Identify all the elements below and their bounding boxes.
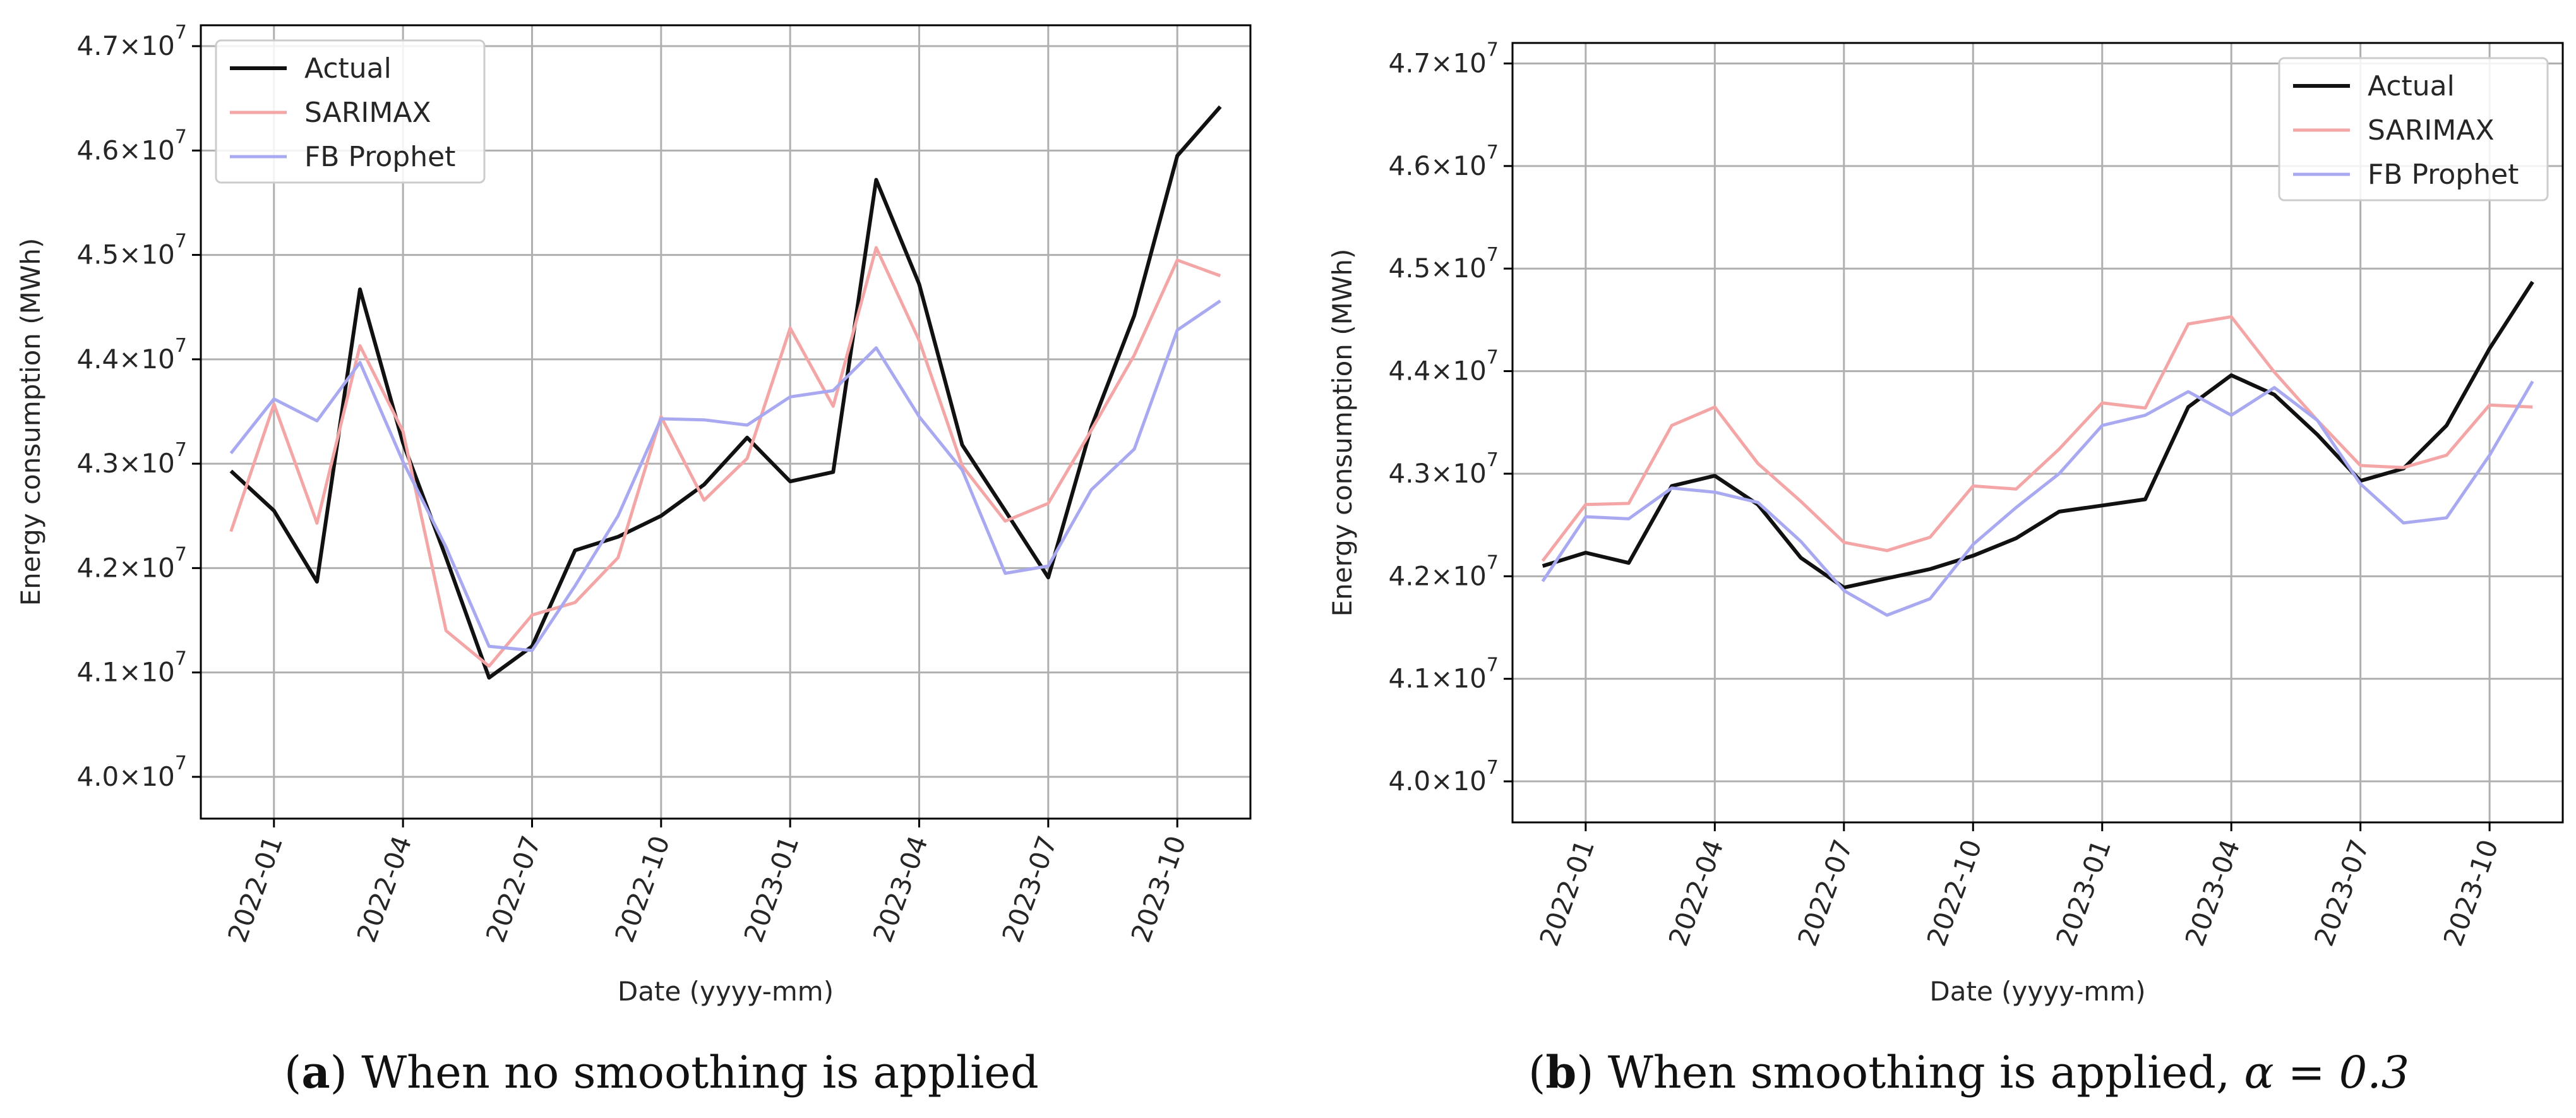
y-tick-label-exponent: 7 [1487,141,1499,164]
y-tick-label-exponent: 7 [175,439,187,461]
legend-label: SARIMAX [2368,114,2495,147]
series-line-actual [1542,280,2534,590]
y-tick-label-mantissa: 4.0×10 [76,761,174,792]
y-tick-label-exponent: 7 [1487,347,1499,369]
x-axis-title: Date (yyyy-mm) [618,976,834,1007]
y-tick-label-mantissa: 4.0×10 [1388,766,1486,796]
x-tick-label: 2022-04 [1663,836,1730,951]
legend-label: Actual [304,52,392,85]
y-tick-label-exponent: 7 [175,231,187,253]
y-tick-label-exponent: 7 [175,126,187,148]
caption-a-text: ) When no smoothing is applied [330,1047,1039,1098]
legend-label: SARIMAX [304,97,431,129]
caption-b-math: α = 0.3 [2244,1047,2409,1098]
y-tick-label-mantissa: 4.2×10 [76,552,174,583]
y-tick-label-mantissa: 4.4×10 [76,344,174,375]
y-tick-label: 4.6×107 [1388,141,1499,181]
caption-b-letter: b [1545,1046,1576,1098]
x-tick-label: 2022-07 [480,832,547,947]
legend: Actual SARIMAX FB Prophet [215,39,486,184]
y-tick-label-exponent: 7 [175,648,187,670]
x-tick-label: 2023-01 [738,832,805,947]
y-axis-title: Energy consumption (MWh) [1327,249,1358,617]
plot-frame [200,24,1252,820]
legend: Actual SARIMAX FB Prophet [2278,57,2549,201]
y-tick-label-exponent: 7 [1487,757,1499,779]
y-tick-label: 4.2×107 [76,543,187,583]
caption-a: (a) When no smoothing is applied [284,1046,1039,1098]
y-tick-label: 4.1×107 [1388,654,1499,694]
y-tick-label: 4.1×107 [76,648,187,688]
caption-b-text: ) When smoothing is applied, [1576,1047,2244,1098]
x-tick-label: 2023-04 [867,832,934,947]
y-tick-label-mantissa: 4.4×10 [1388,356,1486,387]
y-tick-label: 4.3×107 [1388,449,1499,489]
x-tick-label: 2022-04 [350,832,417,947]
y-tick-label-mantissa: 4.3×10 [1388,458,1486,489]
y-axis-title: Energy consumption (MWh) [15,238,46,606]
x-tick-label: 2022-01 [1533,836,1600,951]
y-tick-label: 4.4×107 [76,335,187,375]
legend-box [215,39,486,184]
x-tick-label: 2022-10 [1921,836,1988,951]
y-tick-label-exponent: 7 [175,543,187,565]
caption-b: (b) When smoothing is applied, α = 0.3 [1528,1046,2409,1098]
y-tick-label: 4.2×107 [1388,551,1499,591]
y-tick-label: 4.5×107 [76,231,187,270]
y-tick-label-exponent: 7 [175,752,187,774]
chart-a: 4.0×1074.1×1074.2×1074.3×1074.4×1074.5×1… [15,21,1252,1007]
y-tick-label-exponent: 7 [1487,244,1499,266]
legend-box [2278,57,2549,201]
series-line-fb-prophet [1541,380,2534,617]
y-tick-label-mantissa: 4.6×10 [76,135,174,165]
x-tick-label: 2023-01 [2050,836,2117,951]
y-tick-label: 4.3×107 [76,439,187,479]
y-tick-label-exponent: 7 [1487,654,1499,676]
caption-a-letter: a [301,1046,330,1098]
legend-label: FB Prophet [304,141,455,173]
y-tick-label-mantissa: 4.2×10 [1388,560,1486,591]
chart-b: 4.0×1074.1×1074.2×1074.3×1074.4×1074.5×1… [1327,39,2564,1007]
y-tick-label: 4.6×107 [76,126,187,165]
y-tick-label-mantissa: 4.1×10 [76,657,174,688]
y-tick-label-mantissa: 4.7×10 [76,30,174,61]
y-tick-label-mantissa: 4.5×10 [76,239,174,270]
y-tick-label: 4.4×107 [1388,347,1499,387]
y-tick-label-mantissa: 4.3×10 [76,448,174,479]
x-tick-label: 2022-07 [1792,836,1859,951]
y-tick-label-exponent: 7 [1487,551,1499,574]
y-tick-label-exponent: 7 [1487,39,1499,61]
x-tick-label: 2022-01 [222,832,289,947]
y-tick-label-mantissa: 4.5×10 [1388,253,1486,284]
x-axis-title: Date (yyyy-mm) [1929,976,2145,1007]
series-line-sarimax [229,246,1221,668]
y-tick-label-mantissa: 4.1×10 [1388,663,1486,694]
legend-label: Actual [2368,70,2455,102]
plot-frame [1511,42,2564,824]
x-tick-label: 2022-10 [609,832,676,947]
legend-label: FB Prophet [2368,159,2519,191]
y-tick-label: 4.5×107 [1388,244,1499,284]
y-tick-label-exponent: 7 [175,21,187,44]
y-tick-label: 4.7×107 [1388,39,1499,78]
x-tick-label: 2023-04 [2179,836,2246,951]
y-tick-label: 4.7×107 [76,21,187,61]
y-tick-label-exponent: 7 [1487,449,1499,471]
y-tick-label: 4.0×107 [76,752,187,792]
series-line-fb-prophet [229,299,1221,652]
series-line-actual [229,105,1222,680]
y-tick-label-exponent: 7 [175,335,187,357]
x-tick-label: 2023-07 [996,832,1063,947]
x-tick-label: 2023-07 [2308,836,2375,951]
y-tick-label: 4.0×107 [1388,757,1499,796]
x-tick-label: 2023-10 [1125,832,1192,947]
series-line-sarimax [1541,315,2533,562]
y-tick-label-mantissa: 4.6×10 [1388,150,1486,181]
y-tick-label-mantissa: 4.7×10 [1388,47,1486,78]
x-tick-label: 2023-10 [2437,836,2504,951]
